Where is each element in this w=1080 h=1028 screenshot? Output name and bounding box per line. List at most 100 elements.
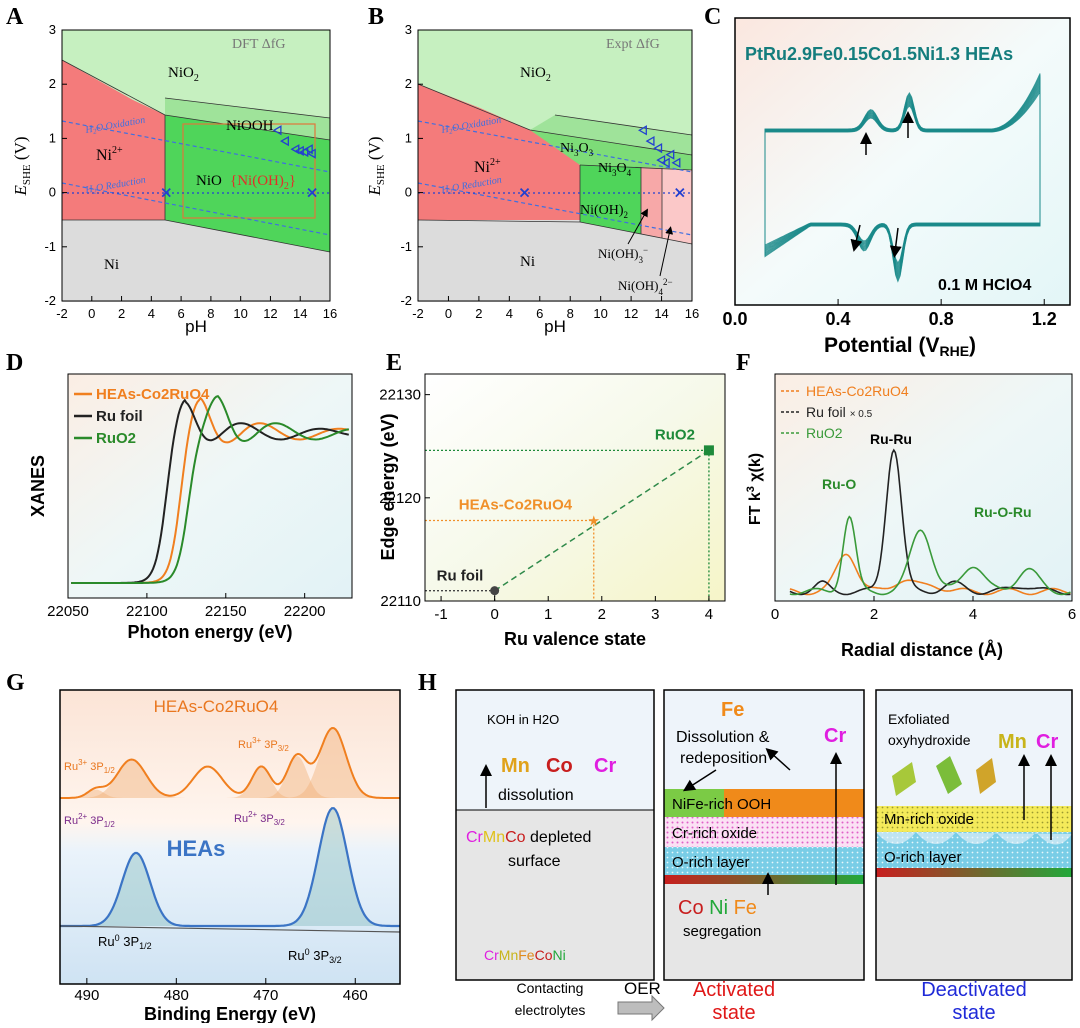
xlabel-c: Potential (VRHE)	[824, 334, 976, 359]
xlabel-g: Binding Energy (eV)	[144, 1004, 316, 1023]
y-tick-label: 3	[405, 22, 412, 37]
data-point-triangle	[656, 154, 666, 166]
y-tick-label: 0	[49, 185, 56, 200]
panel-letter-g: G	[6, 670, 25, 696]
peak-label-ru2-p32: Ru2+ 3P3/2	[234, 810, 285, 827]
data-point-triangle	[299, 146, 309, 158]
label-nio2-b: NiO2	[520, 65, 551, 84]
x-tick-label: 0	[445, 306, 452, 321]
y-tick-label: 2	[405, 76, 412, 91]
x-tick-label: 1.2	[1032, 309, 1057, 329]
xps-chart-g: 490 480 470 460 HEAs-Co2RuO4 HEAs Ru3+ 3P1/…	[59, 689, 401, 1024]
data-point-triangle	[645, 135, 655, 147]
xanes-series-line	[71, 395, 349, 584]
peak-label-ru0-p32: Ru0 3P3/2	[288, 947, 342, 965]
y-tick-label: 22130	[379, 387, 421, 404]
x-tick-label: 480	[164, 987, 189, 1004]
x-tick-label: 10	[233, 306, 247, 321]
element-mn: Mn	[501, 755, 530, 777]
xlabel-f: Radial distance (Å)	[841, 640, 1003, 660]
peak-label-ru3-p12: Ru3+ 3P1/2	[64, 758, 115, 775]
xps-fit-component	[60, 789, 400, 798]
x-tick-label: -2	[412, 306, 424, 321]
peak-label-ru3-p32: Ru3+ 3P3/2	[238, 736, 289, 753]
x-tick-label: 0	[490, 606, 498, 623]
annotation-c: 0.1 M HClO4	[938, 277, 1031, 294]
y-tick-label: 1	[405, 130, 412, 145]
ylabel-b: ESHE (V)	[365, 136, 387, 196]
data-point-x	[519, 187, 530, 198]
niohh2-box	[182, 123, 316, 219]
y-tick-label: 1	[49, 130, 56, 145]
point-label: HEAs-Co2RuO4	[459, 497, 573, 514]
cv-cycle-line	[764, 73, 1041, 283]
element-cr: Cr	[594, 755, 616, 777]
x-tick-label: 8	[567, 306, 574, 321]
depleted-surface-line2: surface	[508, 853, 561, 870]
label-ni3o3-b: Ni3O3	[560, 141, 594, 158]
panel-letter-b: B	[368, 4, 384, 30]
depleted-surface-line1: CrMnCo depleted	[466, 829, 591, 846]
dissolution-redeposition-line2: redeposition	[680, 750, 767, 767]
exafs-series-line	[789, 515, 1071, 596]
oer-arrow-icon	[617, 994, 665, 1022]
x-tick-label: 14	[654, 306, 668, 321]
data-point-triangle	[660, 157, 670, 168]
caption-oer: OER	[624, 979, 661, 998]
panel-letter-d: D	[6, 350, 23, 376]
annotation-ru-o: Ru-O	[822, 476, 856, 492]
peak-label-ru0-p12: Ru0 3P1/2	[98, 933, 152, 951]
alloy-composition: CrMnFeCoNi	[484, 947, 566, 963]
region-niooh	[165, 98, 330, 140]
y-tick-label: -2	[400, 293, 412, 308]
label-nio2-a: NiO2	[168, 65, 199, 84]
xps-fit-component	[60, 759, 400, 798]
x-tick-label: 2	[118, 306, 125, 321]
panel-letter-c: C	[704, 4, 721, 30]
layer-mn-oxide: Mn-rich oxide	[884, 811, 974, 828]
element-mn-deactivated: Mn	[998, 731, 1027, 753]
peak-label-ru2-p12: Ru2+ 3P1/2	[64, 812, 115, 829]
x-tick-label: 0.8	[929, 309, 954, 329]
caption-activated-line2: state	[712, 1002, 755, 1023]
x-tick-label: 4	[506, 306, 513, 321]
x-tick-label: 14	[293, 306, 307, 321]
layer-nife-ooh: NiFe-rich OOH	[672, 796, 771, 813]
x-tick-label: 490	[74, 987, 99, 1004]
element-co: Co	[546, 755, 573, 777]
segregation-elements: Co Ni Fe	[678, 897, 757, 919]
caption-activated-line1: Activated	[693, 979, 775, 1001]
xps-fit-component	[60, 808, 400, 926]
data-point-triangle	[637, 125, 647, 136]
flake-3	[976, 758, 996, 794]
annotation-ru-ru: Ru-Ru	[870, 431, 912, 447]
schematic-box-activated: Fe Dissolution & redeposition Cr NiFe-ri…	[663, 689, 865, 981]
data-point-triangle	[671, 157, 681, 168]
label-ni-a: Ni	[104, 257, 119, 273]
layer-cr-oxide: Cr-rich oxide	[672, 825, 757, 842]
x-tick-label: 6	[536, 306, 543, 321]
title-b: Expt ΔfG	[606, 37, 660, 52]
x-tick-label: 22200	[284, 603, 326, 620]
schematic-box-contact: KOH in H2O Mn Co Cr dissolution CrMnCo d…	[455, 689, 655, 981]
data-point-triangle	[280, 135, 289, 147]
electrolyte-label: KOH in H2O	[487, 712, 559, 727]
legend-label: RuO2	[96, 430, 136, 447]
y-tick-label: 22120	[379, 490, 421, 507]
layer-o-rich-deactivated: O-rich layer	[884, 849, 962, 866]
x-tick-label: 4	[148, 306, 155, 321]
label-nioh2-b: Ni(OH)2	[580, 203, 628, 220]
data-point-triangle	[653, 143, 663, 154]
y-tick-label: 22110	[380, 593, 421, 610]
x-tick-label: 4	[969, 606, 977, 623]
ylabel-a: ESHE (V)	[11, 136, 33, 196]
layer-o-rich-activated: O-rich layer	[672, 854, 750, 871]
x-tick-label: 22050	[47, 603, 89, 620]
x-tick-label: 6	[177, 306, 184, 321]
xps-fit-component	[60, 728, 400, 798]
label-ni-b: Ni	[520, 254, 535, 270]
edge-energy-chart-e: Ru foil ★ HEAs-Co2RuO4 RuO2 -1 0 1 2 3 4 22110 221…	[378, 373, 726, 649]
